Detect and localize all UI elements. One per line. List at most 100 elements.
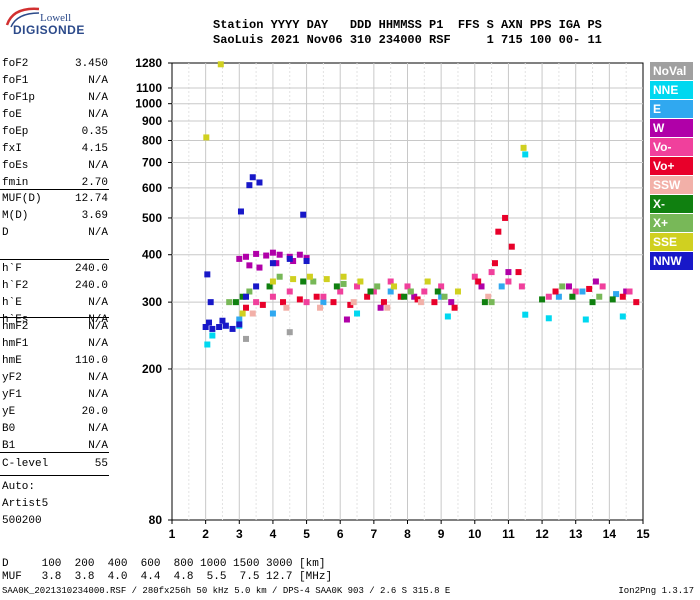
echo-point (253, 250, 260, 257)
param-name: hmF1 (2, 338, 29, 350)
echo-point (347, 301, 354, 308)
echo-point (448, 299, 455, 306)
y-tick-label: 1280 (135, 56, 162, 70)
param-name: h`F (2, 263, 22, 275)
param-value: N/A (88, 75, 108, 87)
echo-point (286, 255, 293, 262)
echo-point (263, 252, 270, 259)
echo-point (599, 283, 606, 290)
param-value: 20.0 (81, 406, 108, 418)
auto-info-line: Auto: (2, 481, 36, 493)
echo-point (431, 299, 438, 306)
echo-point (444, 313, 451, 320)
echo-point (515, 269, 522, 276)
param-value: 2.70 (81, 177, 108, 189)
panel-separator (0, 259, 109, 260)
echo-point (505, 278, 512, 285)
echo-point (246, 182, 253, 189)
echo-point (283, 304, 290, 311)
x-tick-label: 1 (169, 527, 176, 541)
echo-point (522, 151, 529, 158)
echo-point (237, 208, 244, 215)
param-row: MUF(D) 12.74 (2, 192, 108, 207)
param-row: D N/A (2, 226, 108, 241)
echo-point (495, 228, 502, 235)
header-line-2: SaoLuis 2021 Nov06 310 234000 RSF 1 715 … (213, 33, 602, 47)
param-row: M(D) 3.69 (2, 209, 108, 224)
echo-point (206, 319, 213, 326)
echo-point (286, 329, 293, 336)
header-line-1: Station YYYY DAY DDD HHMMSS P1 FFS S AXN… (213, 18, 602, 32)
param-value: N/A (88, 321, 108, 333)
echo-point (249, 310, 256, 317)
echo-point (555, 293, 562, 300)
param-row: h`F2 240.0 (2, 279, 108, 294)
echo-point (569, 293, 576, 300)
param-name: C-level (2, 458, 49, 470)
param-value: 240.0 (74, 263, 108, 275)
station-header: Station YYYY DAY DDD HHMMSS P1 FFS S AXN… (213, 18, 602, 48)
echo-point (320, 299, 327, 306)
echo-point (589, 299, 596, 306)
param-name: h`E (2, 297, 22, 309)
param-row: B0 N/A (2, 422, 108, 437)
echo-point (397, 293, 404, 300)
echo-point (280, 299, 287, 306)
echo-point (475, 278, 482, 285)
echo-point (488, 269, 495, 276)
param-row: foF1p N/A (2, 91, 108, 106)
param-row: yF2 N/A (2, 371, 108, 386)
param-row: foEs N/A (2, 159, 108, 174)
echo-point (498, 283, 505, 290)
param-value: 0.35 (81, 126, 108, 138)
echo-point (539, 296, 546, 303)
x-tick-label: 7 (371, 527, 378, 541)
legend-item-ssw: SSW (650, 176, 693, 194)
echo-point (404, 283, 411, 290)
echo-point (407, 288, 414, 295)
echo-point (582, 316, 589, 323)
legend-item-noval: NoVal (650, 62, 693, 80)
param-name: foEp (2, 126, 29, 138)
echo-point (203, 134, 210, 141)
echo-point (552, 288, 559, 295)
legend-item-xplus: X+ (650, 214, 693, 232)
panel-separator (0, 452, 109, 453)
param-name: B1 (2, 440, 16, 452)
echo-point (414, 296, 421, 303)
echo-point (565, 283, 572, 290)
echo-point (259, 301, 266, 308)
echo-point (239, 310, 246, 317)
param-name: M(D) (2, 210, 29, 222)
echo-point (367, 288, 374, 295)
param-name: foE (2, 109, 22, 121)
param-value: 3.450 (74, 58, 108, 70)
echo-point (586, 285, 593, 292)
echo-point (310, 278, 317, 285)
echo-point (380, 299, 387, 306)
y-tick-label: 900 (142, 114, 162, 128)
param-name: yE (2, 406, 16, 418)
param-value: 3.69 (81, 210, 108, 222)
echo-point (478, 283, 485, 290)
x-tick-label: 13 (569, 527, 583, 541)
echo-point (286, 288, 293, 295)
param-row: fmin 2.70 (2, 176, 108, 191)
legend-item-xminus: X- (650, 195, 693, 213)
echo-point (454, 288, 461, 295)
echo-point (253, 299, 260, 306)
echo-point (317, 304, 324, 311)
echo-point (438, 293, 445, 300)
x-tick-label: 9 (438, 527, 445, 541)
echo-point (207, 299, 214, 306)
echo-point (256, 179, 263, 186)
param-row: B1 N/A (2, 439, 108, 454)
y-tick-label: 80 (149, 513, 163, 527)
digisonde-logo-swoosh (5, 7, 40, 28)
echo-point (354, 310, 361, 317)
x-tick-label: 8 (404, 527, 411, 541)
echo-point (387, 278, 394, 285)
footer-distance-row: D 100 200 400 600 800 1000 1500 3000 [km… (2, 558, 326, 570)
echo-point (619, 313, 626, 320)
echo-point (243, 335, 250, 342)
